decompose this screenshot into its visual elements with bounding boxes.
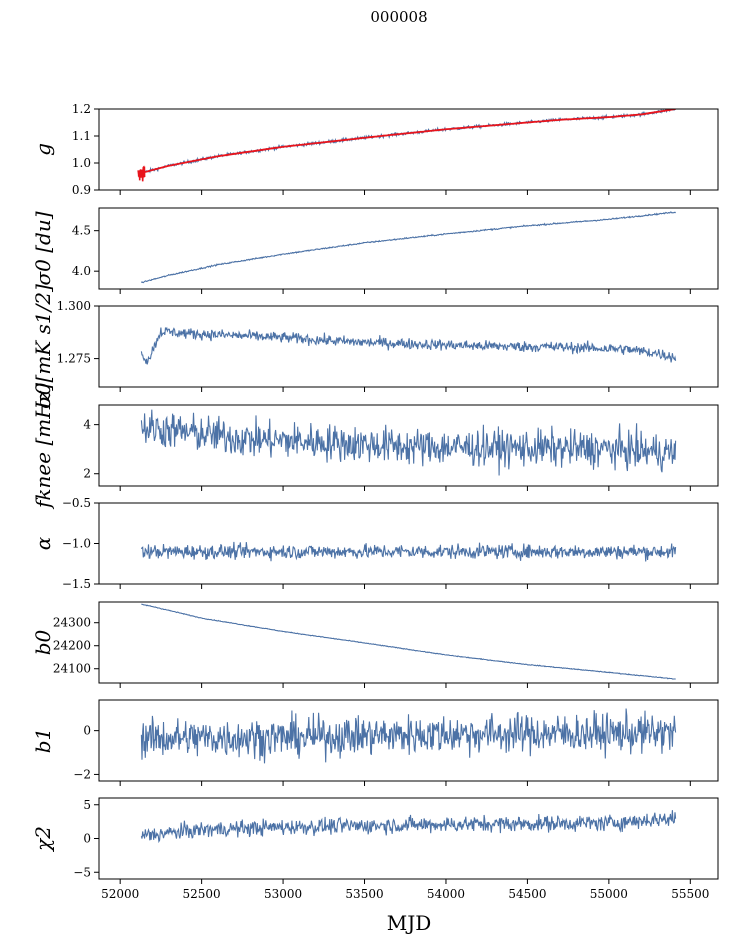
series-line (140, 810, 677, 844)
y-tick-label: 1.300 (57, 299, 91, 313)
y-tick-label: 1.2 (72, 102, 91, 116)
y-tick-label: 24300 (53, 616, 91, 630)
x-tick-label: 53000 (264, 887, 302, 901)
fit-burst (137, 165, 146, 182)
y-tick-label: 4 (83, 418, 91, 432)
x-tick-label: 53500 (345, 887, 383, 901)
y-axis-label: σ0 [du] (31, 211, 55, 285)
y-tick-label: 24100 (53, 662, 91, 676)
y-tick-label: 4.0 (72, 264, 91, 278)
series-line (140, 541, 677, 562)
y-tick-label: 1.275 (57, 352, 91, 366)
y-tick-label: 1.1 (72, 129, 91, 143)
y-tick-label: 2 (83, 467, 91, 481)
y-tick-label: 0 (83, 724, 91, 738)
panel-8: −5 0 5 52000 52500 53000 53500 54000 54500 55000 5… (31, 797, 719, 901)
panels: 0.9 1.0 1.1 1.2 g 4.0 4.5 σ0 [du] 1.275 1.300σ0[m… (31, 102, 719, 901)
axes-frame (98, 207, 719, 290)
x-tick-label: 54500 (508, 887, 546, 901)
y-tick-label: −0.5 (62, 496, 91, 510)
panel-4: 2 4 fknee [mHz] (31, 383, 719, 510)
axes-frame (98, 699, 719, 782)
y-axis-label: fknee [mHz] (31, 383, 55, 510)
y-tick-label: 5 (83, 798, 91, 812)
series-line (137, 109, 676, 179)
y-axis-label: b0 (31, 629, 55, 655)
y-tick-label: 4.5 (72, 224, 91, 238)
panel-5: −1.5 −1.0 −0.5 α (31, 496, 719, 591)
panel-2: 4.0 4.5 σ0 [du] (31, 207, 719, 294)
x-tick-label: 52500 (183, 887, 221, 901)
axes-frame (98, 502, 719, 585)
y-tick-label: −2 (73, 767, 91, 781)
panel-1: 0.9 1.0 1.1 1.2 g (31, 102, 719, 197)
series-line (141, 603, 676, 680)
y-axis-label: α (31, 536, 55, 550)
y-axis-label: b1 (31, 728, 55, 754)
fit-line (137, 109, 676, 175)
axes-frame (98, 305, 719, 388)
x-tick-label: 55500 (671, 887, 709, 901)
x-tick-label: 54000 (427, 887, 465, 901)
x-axis-label: MJD (387, 911, 432, 935)
y-axis-label: g (31, 143, 55, 156)
series-line (140, 326, 677, 365)
x-tick-label: 52000 (101, 887, 139, 901)
x-tick-label: 55000 (590, 887, 628, 901)
figure-title: 000008 (370, 8, 427, 26)
y-tick-label: 1.0 (72, 156, 91, 170)
y-tick-label: 24200 (53, 639, 91, 653)
y-tick-label: −5 (73, 865, 91, 879)
series-line (140, 708, 677, 764)
y-tick-label: −1.0 (62, 537, 91, 551)
y-tick-label: −1.5 (62, 577, 91, 591)
y-tick-label: 0.9 (72, 183, 91, 197)
y-axis-label: σ0[mK s1/2] (31, 284, 55, 409)
series-line (140, 211, 677, 284)
axes-frame (98, 601, 719, 684)
panel-7: −2 0 b1 (31, 699, 719, 786)
series-line (140, 409, 677, 476)
axes-frame (98, 404, 719, 487)
y-tick-label: 0 (83, 832, 91, 846)
axes-frame (98, 108, 719, 191)
y-axis-label: χ2 (31, 826, 55, 853)
